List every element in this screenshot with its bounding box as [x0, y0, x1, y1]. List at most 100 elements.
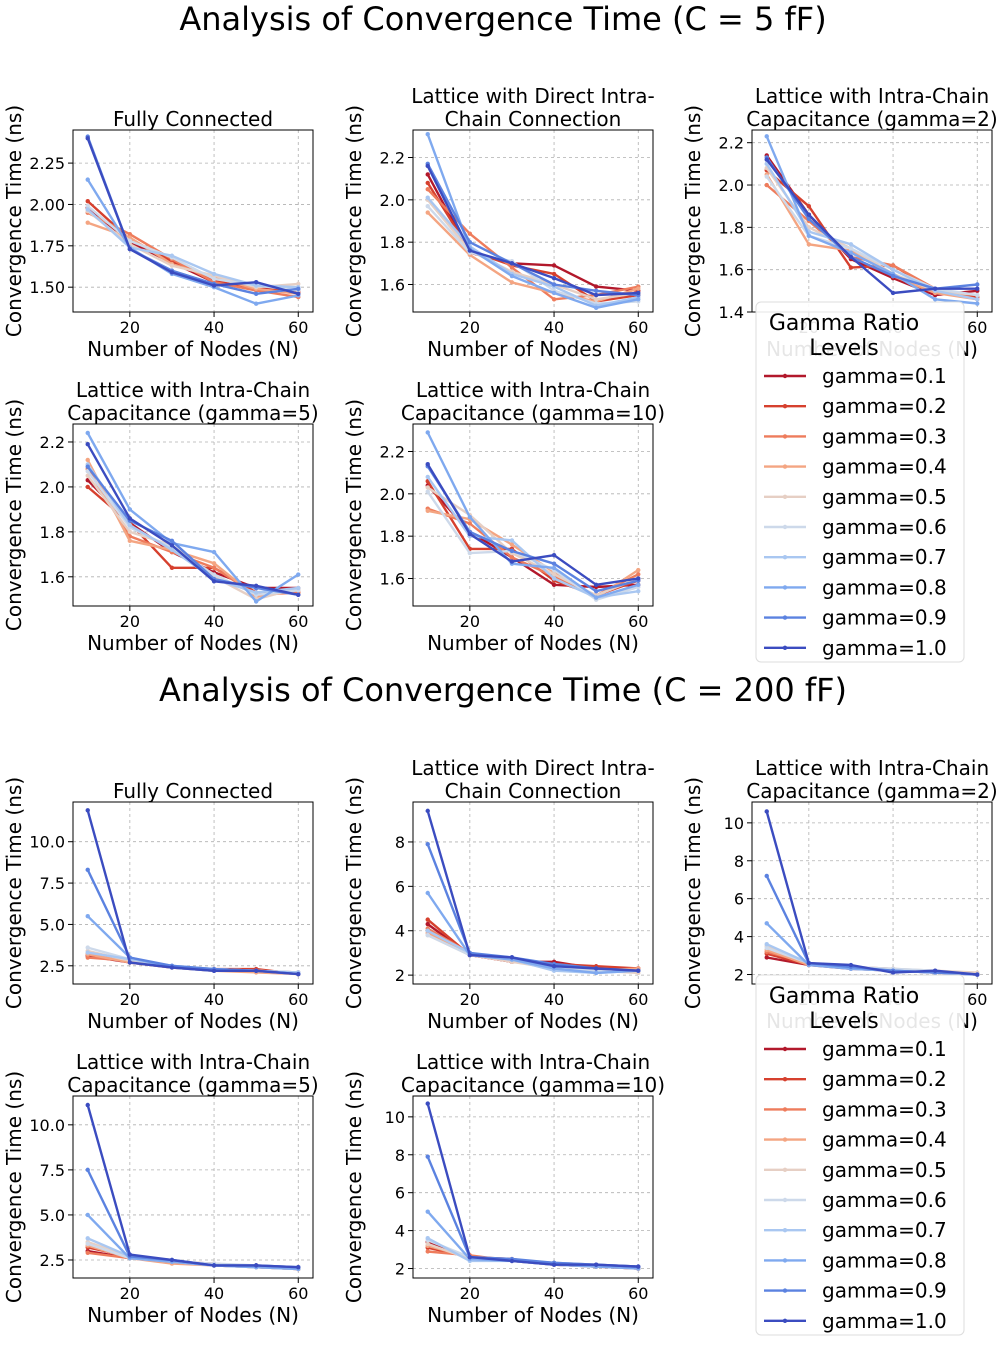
- data-point-gamma=0.7: [169, 547, 175, 553]
- data-point-gamma=1.0: [636, 290, 641, 296]
- data-point-gamma=0.3: [636, 572, 641, 577]
- y-axis-label: Convergence Time (ns): [342, 105, 366, 337]
- data-point-gamma=0.8: [85, 1212, 90, 1218]
- x-tick-label: 40: [544, 1284, 564, 1303]
- data-point-gamma=0.5: [296, 281, 301, 287]
- legend-marker: [782, 615, 788, 620]
- data-point-gamma=0.3: [425, 1249, 430, 1254]
- y-tick-label: 7.5: [40, 1161, 65, 1180]
- data-point-gamma=1.0: [551, 275, 557, 281]
- data-point-gamma=0.3: [764, 182, 769, 188]
- data-point-gamma=0.2: [425, 180, 430, 186]
- legend-label: gamma=0.1: [822, 364, 947, 388]
- data-point-gamma=1.0: [211, 283, 217, 288]
- data-point-gamma=0.3: [551, 297, 557, 302]
- chart-panel-1: 20 40 60 1.50 1.75 2.00 2.25 Fully Connected Num…: [2, 105, 314, 361]
- series-line-gamma=1.0: [86, 809, 299, 976]
- legend-label: gamma=0.2: [822, 394, 947, 418]
- chart-title: Fully Connected: [113, 107, 273, 131]
- series-line-gamma=1.0: [426, 1103, 639, 1268]
- x-tick-label: 20: [460, 990, 480, 1009]
- data-point-gamma=1.0: [296, 592, 301, 597]
- data-point-gamma=1.0: [85, 1102, 90, 1108]
- data-point-gamma=0.8: [253, 599, 259, 604]
- data-point-gamma=0.8: [467, 514, 473, 520]
- data-point-gamma=1.0: [975, 286, 980, 291]
- y-tick-label: 2.00: [29, 195, 65, 214]
- legend-label: gamma=0.5: [822, 485, 947, 509]
- legend-label: gamma=0.4: [822, 455, 947, 479]
- y-tick-label: 2.25: [29, 154, 65, 173]
- legend-label: gamma=1.0: [822, 1309, 947, 1333]
- chart-title: Lattice with Direct Intra-: [411, 84, 654, 108]
- data-point-gamma=1.0: [169, 270, 175, 275]
- data-point-gamma=1.0: [253, 583, 259, 588]
- data-point-gamma=0.8: [425, 430, 430, 435]
- axes-frame: [412, 801, 654, 985]
- data-point-gamma=1.0: [551, 964, 557, 969]
- data-point-gamma=0.8: [85, 430, 90, 436]
- x-tick-label: 40: [204, 318, 224, 337]
- x-tick-label: 60: [288, 318, 308, 337]
- data-point-gamma=0.8: [975, 301, 980, 306]
- data-point-gamma=0.2: [425, 917, 430, 922]
- y-axis-label: Convergence Time (ns): [2, 1071, 26, 1303]
- axes-frame: [72, 801, 314, 985]
- data-point-gamma=0.3: [509, 265, 515, 270]
- x-tick-label: 40: [204, 612, 224, 631]
- legend-marker: [782, 1137, 788, 1142]
- legend-label: gamma=0.3: [822, 1097, 947, 1121]
- x-tick-label: 20: [120, 318, 140, 337]
- data-point-gamma=0.7: [169, 253, 175, 258]
- data-point-gamma=1.0: [253, 280, 259, 285]
- y-tick-label: 4: [395, 1222, 405, 1241]
- x-tick-label: 40: [204, 990, 224, 1009]
- data-point-gamma=0.4: [85, 220, 90, 225]
- x-tick-label: 40: [544, 612, 564, 631]
- data-point-gamma=1.0: [85, 808, 90, 813]
- x-tick-label: 40: [204, 1284, 224, 1303]
- series-line-gamma=1.0: [86, 137, 299, 295]
- data-point-gamma=1.0: [253, 968, 259, 973]
- data-point-gamma=0.8: [127, 507, 133, 512]
- y-tick-label: 2: [734, 966, 744, 985]
- chart-title: Capacitance (gamma=5): [67, 401, 318, 425]
- y-tick-label: 2.0: [380, 485, 405, 504]
- y-tick-label: 2.5: [40, 957, 65, 976]
- legend-label: gamma=0.7: [822, 545, 947, 569]
- legend-title: Levels: [809, 336, 879, 361]
- data-point-gamma=1.0: [593, 582, 599, 588]
- axes-frame: [412, 129, 654, 313]
- data-point-gamma=0.7: [211, 271, 217, 277]
- legend-label: gamma=0.9: [822, 606, 947, 630]
- legend-label: gamma=0.8: [822, 575, 947, 599]
- series-line-gamma=0.8: [426, 892, 639, 975]
- x-tick-label: 60: [628, 1284, 648, 1303]
- x-tick-label: 60: [628, 318, 648, 337]
- data-point-gamma=0.9: [551, 561, 557, 566]
- chart-title: Lattice with Intra-Chain: [76, 378, 310, 402]
- section-title-200ff: Analysis of Convergence Time (C = 200 fF…: [158, 671, 848, 709]
- data-point-gamma=0.1: [593, 284, 599, 289]
- series-line-gamma=1.0: [426, 165, 639, 297]
- legend-label: gamma=0.5: [822, 1158, 947, 1182]
- x-axis-label: Number of Nodes (N): [427, 631, 639, 655]
- x-axis-label: Number of Nodes (N): [427, 1009, 639, 1033]
- data-point-gamma=0.4: [211, 561, 217, 566]
- legend-marker: [782, 1258, 788, 1263]
- y-tick-label: 1.75: [29, 237, 65, 256]
- x-tick-label: 40: [544, 318, 564, 337]
- series-line-gamma=0.4: [765, 173, 978, 301]
- section-title-5ff: Analysis of Convergence Time (C = 5 fF): [179, 0, 827, 38]
- y-tick-label: 2: [395, 966, 405, 985]
- chart-title: Capacitance (gamma=2): [746, 107, 997, 131]
- data-point-gamma=0.3: [211, 565, 217, 571]
- y-tick-label: 1.6: [380, 275, 405, 294]
- data-point-gamma=0.6: [425, 932, 430, 938]
- data-point-gamma=0.7: [253, 283, 259, 288]
- data-point-gamma=0.4: [636, 286, 641, 291]
- series-line-gamma=0.8: [86, 1214, 299, 1271]
- series-line-gamma=0.7: [86, 463, 299, 594]
- data-point-gamma=1.0: [636, 576, 641, 581]
- x-tick-label: 60: [288, 1284, 308, 1303]
